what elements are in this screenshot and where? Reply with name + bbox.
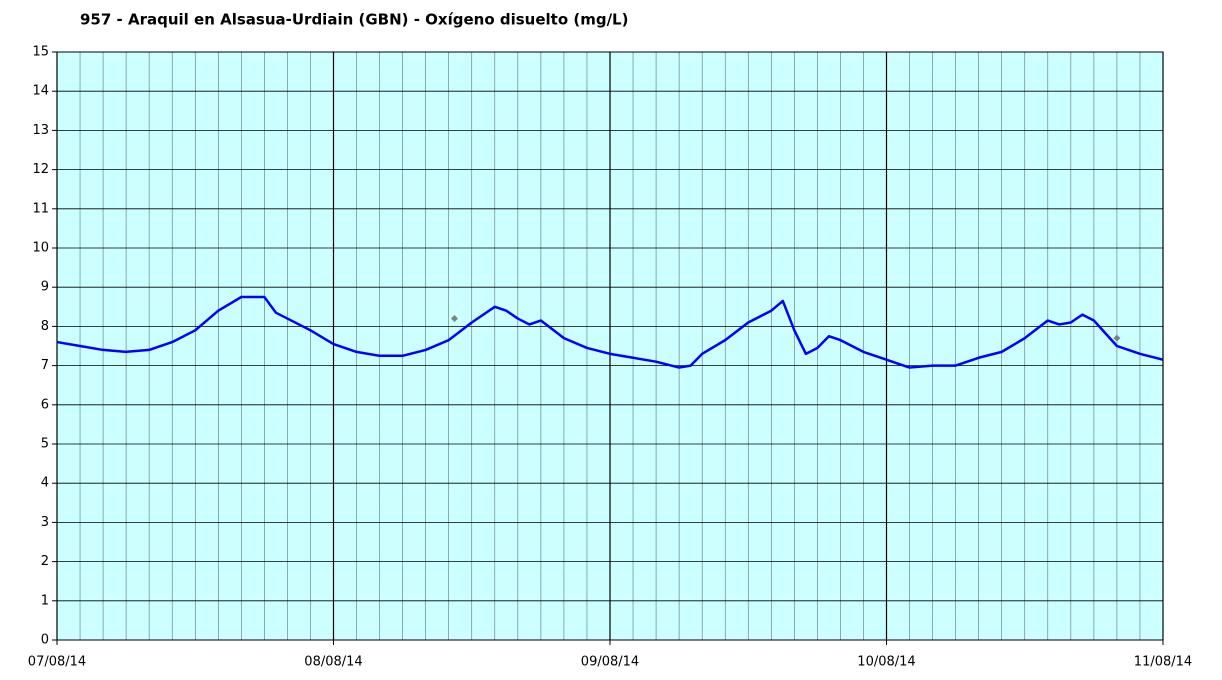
y-tick-label: 7 bbox=[41, 358, 49, 373]
y-tick-label: 14 bbox=[32, 84, 49, 99]
y-tick-label: 5 bbox=[41, 437, 49, 452]
x-tick-label: 07/08/14 bbox=[28, 655, 86, 670]
x-tick-label: 08/08/14 bbox=[304, 655, 362, 670]
data-point bbox=[1113, 334, 1121, 342]
y-tick-label: 9 bbox=[41, 280, 49, 295]
data-line bbox=[56, 295, 1164, 369]
y-tick-label: 15 bbox=[32, 45, 49, 60]
y-tick-label: 12 bbox=[32, 162, 49, 177]
y-tick-label: 0 bbox=[41, 633, 49, 648]
x-tick-label: 11/08/14 bbox=[1134, 655, 1192, 670]
y-tick-label: 2 bbox=[41, 554, 49, 569]
y-tick-label: 10 bbox=[32, 241, 49, 256]
y-tick-label: 3 bbox=[41, 515, 49, 530]
x-tick-label: 09/08/14 bbox=[581, 655, 639, 670]
y-tick-label: 1 bbox=[41, 593, 49, 608]
y-tick-label: 13 bbox=[32, 123, 49, 138]
y-tick-label: 6 bbox=[41, 397, 49, 412]
y-tick-label: 11 bbox=[32, 201, 49, 216]
y-tick-label: 4 bbox=[41, 476, 49, 491]
chart-title: 957 - Araquil en Alsasua-Urdiain (GBN) -… bbox=[80, 11, 628, 29]
x-tick-label: 10/08/14 bbox=[857, 655, 915, 670]
y-tick-label: 8 bbox=[41, 319, 49, 334]
data-point bbox=[450, 315, 458, 323]
plot-border bbox=[56, 51, 1164, 641]
